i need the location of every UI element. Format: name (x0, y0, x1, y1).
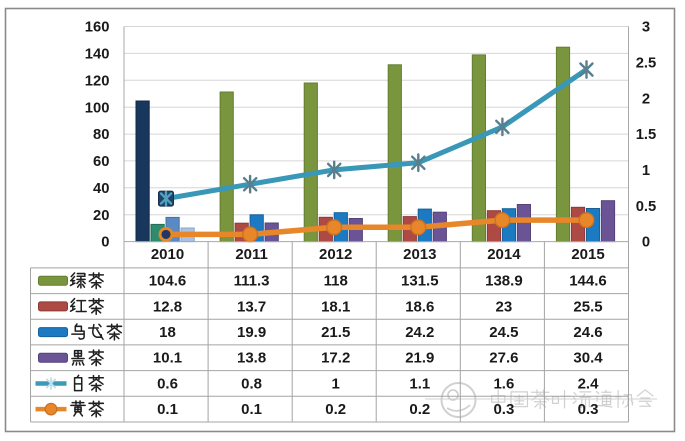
svg-text:144.6: 144.6 (569, 273, 607, 290)
svg-text:0.8: 0.8 (241, 375, 262, 392)
svg-text:1.5: 1.5 (636, 127, 657, 143)
svg-text:2.4: 2.4 (578, 375, 600, 392)
svg-text:0: 0 (642, 235, 650, 251)
svg-text:24.6: 24.6 (573, 324, 602, 341)
svg-text:140: 140 (85, 47, 110, 63)
svg-text:2: 2 (642, 91, 650, 107)
svg-text:21.5: 21.5 (321, 324, 350, 341)
svg-text:2.5: 2.5 (636, 55, 657, 71)
svg-text:2013: 2013 (403, 246, 436, 263)
svg-text:25.5: 25.5 (573, 298, 602, 315)
svg-text:2012: 2012 (319, 246, 352, 263)
svg-text:1.1: 1.1 (409, 375, 430, 392)
svg-text:2011: 2011 (235, 246, 268, 263)
svg-text:0.1: 0.1 (241, 401, 262, 418)
svg-text:138.9: 138.9 (485, 273, 523, 290)
svg-text:18.6: 18.6 (405, 298, 434, 315)
svg-text:0: 0 (101, 235, 109, 251)
svg-text:160: 160 (85, 20, 110, 36)
svg-text:10.1: 10.1 (153, 350, 182, 367)
svg-text:0.2: 0.2 (409, 401, 430, 418)
svg-text:80: 80 (93, 127, 109, 143)
svg-text:60: 60 (93, 154, 109, 170)
svg-text:40: 40 (93, 181, 109, 197)
svg-text:1.6: 1.6 (493, 375, 514, 392)
svg-text:23: 23 (496, 298, 513, 315)
svg-text:27.6: 27.6 (489, 350, 518, 367)
svg-text:3: 3 (642, 20, 650, 36)
svg-text:18.1: 18.1 (321, 298, 350, 315)
svg-text:2014: 2014 (487, 246, 521, 263)
svg-text:20: 20 (93, 208, 109, 224)
svg-text:1: 1 (642, 163, 650, 179)
svg-text:120: 120 (85, 73, 110, 89)
svg-text:0.6: 0.6 (157, 375, 178, 392)
svg-text:0.5: 0.5 (636, 199, 657, 215)
svg-text:17.2: 17.2 (321, 350, 350, 367)
svg-text:0.3: 0.3 (578, 401, 599, 418)
svg-text:19.9: 19.9 (237, 324, 266, 341)
svg-text:131.5: 131.5 (401, 273, 439, 290)
svg-text:13.8: 13.8 (237, 350, 266, 367)
svg-text:104.6: 104.6 (149, 273, 187, 290)
svg-text:2015: 2015 (571, 246, 604, 263)
svg-text:18: 18 (159, 324, 176, 341)
svg-text:118: 118 (324, 273, 348, 290)
svg-text:24.2: 24.2 (405, 324, 434, 341)
svg-text:21.9: 21.9 (405, 350, 434, 367)
svg-text:111.3: 111.3 (234, 273, 270, 290)
svg-text:0.1: 0.1 (157, 401, 178, 418)
svg-text:1: 1 (332, 375, 340, 392)
svg-text:12.8: 12.8 (153, 298, 182, 315)
svg-text:13.7: 13.7 (237, 298, 266, 315)
svg-text:0.3: 0.3 (493, 401, 514, 418)
svg-text:2010: 2010 (151, 246, 184, 263)
svg-text:24.5: 24.5 (489, 324, 518, 341)
svg-text:0.2: 0.2 (325, 401, 346, 418)
svg-text:100: 100 (85, 100, 110, 116)
svg-text:30.4: 30.4 (573, 350, 603, 367)
